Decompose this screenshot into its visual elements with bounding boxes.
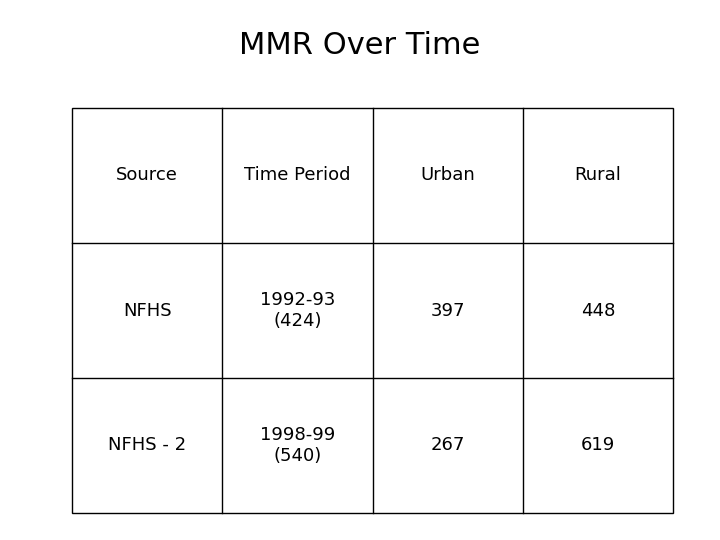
Bar bbox=[72, 108, 673, 513]
Text: 1998-99
(540): 1998-99 (540) bbox=[260, 426, 335, 465]
Text: Time Period: Time Period bbox=[244, 166, 351, 185]
Text: MMR Over Time: MMR Over Time bbox=[239, 31, 481, 60]
Text: 1992-93
(424): 1992-93 (424) bbox=[260, 291, 335, 330]
Text: 267: 267 bbox=[431, 436, 465, 455]
Text: 397: 397 bbox=[431, 301, 465, 320]
Text: NFHS: NFHS bbox=[123, 301, 171, 320]
Text: Urban: Urban bbox=[420, 166, 475, 185]
Text: Source: Source bbox=[116, 166, 178, 185]
Text: NFHS - 2: NFHS - 2 bbox=[108, 436, 186, 455]
Text: 619: 619 bbox=[581, 436, 615, 455]
Text: Rural: Rural bbox=[575, 166, 621, 185]
Text: 448: 448 bbox=[581, 301, 615, 320]
